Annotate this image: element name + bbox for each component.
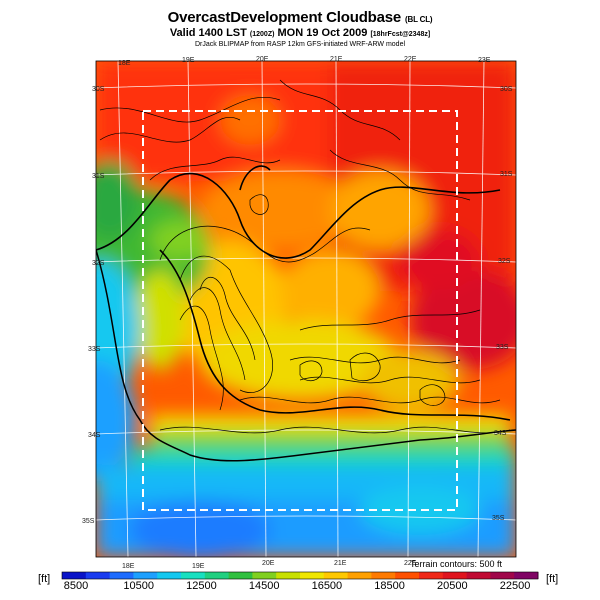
colorbar-tick-label: 18500 [374,580,405,592]
lon-label-top: 23E [478,57,491,64]
lat-label-right: 35S [492,515,505,522]
colorbar-tick-label: 14500 [248,580,280,592]
colorbar-swatch [323,572,349,579]
colorbar-tick-label: 8500 [63,580,89,592]
lat-label-left: 32S [92,260,105,267]
lon-label-bottom: 18E [122,563,135,570]
colorbar-tick-label: 10500 [123,580,155,592]
colorbar-swatch [442,572,468,579]
colorbar-swatch [109,572,134,579]
colorbar-swatch [514,572,539,579]
page-title: OvercastDevelopment Cloudbase (BL CL) [167,9,433,26]
model-credit: DrJack BLIPMAP from RASP 12km GFS-initia… [194,41,406,48]
lon-label-top: 20E [256,56,269,63]
terrain-contours [99,79,511,434]
colorbar [61,571,539,580]
colorbar-swatch [228,572,253,579]
colorbar-swatch [62,572,87,579]
colorbar-swatch [395,572,420,579]
colorbar-tick-label: 20500 [437,580,468,592]
lat-label-left: 35S [82,518,95,525]
colorbar-unit-left: [ft] [38,573,51,585]
colorbar-tick-label: 16500 [311,580,343,592]
lat-label-left: 34S [88,432,101,439]
lat-label-right: 30S [500,86,513,93]
colorbar-swatch [466,572,491,579]
colorbar-swatch [252,572,277,579]
colorbar-swatch [371,572,396,579]
colorbar-swatch [419,572,444,579]
lon-label-bottom: 22E [404,560,417,567]
colorbar-swatch [347,572,372,579]
colorbar-tick-label: 12500 [186,580,217,592]
colorbar-swatch [204,572,230,579]
colorbar-tick-label: 22500 [499,580,531,592]
lat-label-right: 31S [500,171,513,178]
valid-time: Valid 1400 LST (1200Z) MON 19 Oct 2009 [… [169,27,431,39]
lat-label-right: 32S [498,258,511,265]
lon-label-top: 18E [118,60,131,67]
lon-label-bottom: 21E [334,560,347,567]
lat-label-right: 34S [494,430,507,437]
colorbar-swatch [157,572,182,579]
colorbar-swatch [300,572,325,579]
lat-label-left: 30S [92,86,105,93]
lon-label-top: 19E [182,57,195,64]
inner-domain-boundary [142,110,458,511]
colorbar-swatch [490,572,515,579]
lat-label-right: 33S [496,344,509,351]
colorbar-unit-right: [ft] [546,573,559,585]
cloudbase-color-field [96,61,516,557]
lon-label-bottom: 19E [192,563,205,570]
colorbar-swatch [133,572,158,579]
lat-label-left: 31S [92,173,105,180]
lon-label-bottom: 20E [262,560,275,567]
colorbar-swatch [181,572,206,579]
colorbar-swatch [85,572,111,579]
lat-label-left: 33S [88,346,101,353]
colorbar-swatch [276,572,301,579]
lon-label-top: 22E [404,56,417,63]
terrain-contour-note: Terrain contours: 500 ft [409,559,502,569]
lon-label-top: 21E [330,56,343,63]
